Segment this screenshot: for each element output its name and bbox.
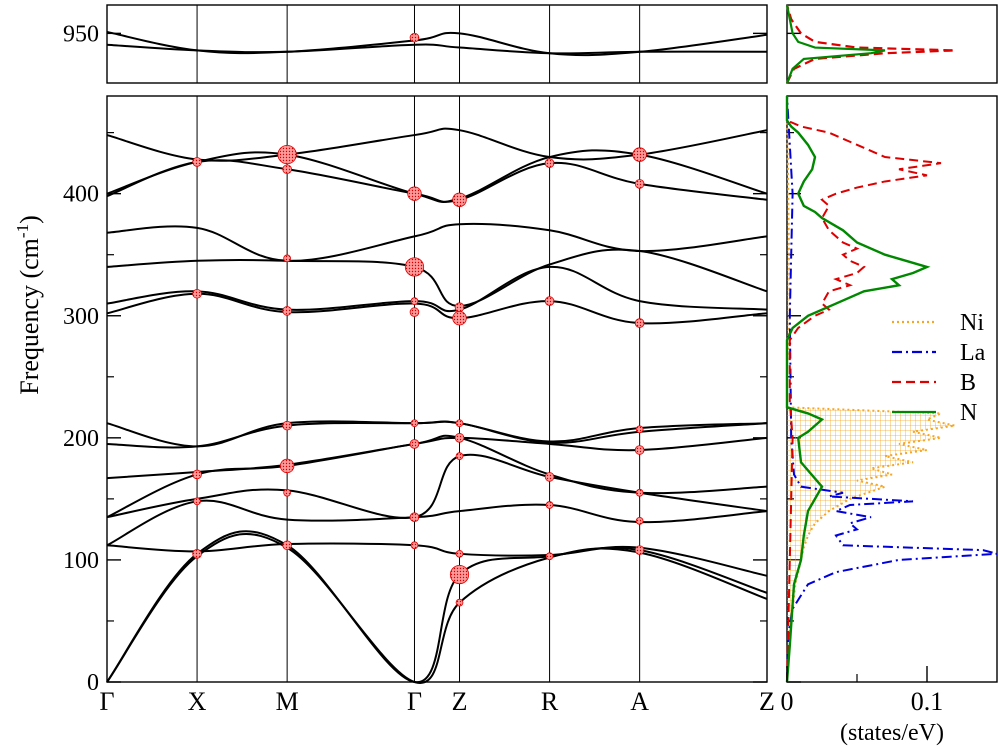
y-tick-label: 0 [87, 670, 99, 696]
legend-label-b: B [960, 370, 976, 396]
y-axis-label: Frequency (cm-1) [13, 215, 44, 395]
band-marker [545, 552, 554, 561]
band-markers [192, 32, 647, 607]
band-marker [409, 439, 420, 449]
dos-upper-line-b [785, 4, 956, 84]
band-marker [283, 488, 291, 497]
legend-label-ni: Ni [960, 310, 984, 336]
band-marker [283, 254, 291, 263]
band-marker [634, 179, 645, 189]
dos-line-b [786, 96, 942, 683]
band-marker [282, 164, 292, 175]
dos-x-tick-label: 0 [781, 687, 794, 716]
k-point-label: Z [759, 687, 775, 716]
band-line [106, 159, 768, 203]
dos-line-ni [786, 95, 956, 683]
lower-dispersion-frame [106, 95, 768, 683]
band-marker [455, 549, 464, 558]
y-tick-label: 300 [63, 304, 99, 330]
band-marker [410, 419, 419, 428]
high-symmetry-lines [196, 5, 641, 682]
band-marker [282, 540, 292, 551]
legend-label-la: La [960, 340, 986, 366]
band-marker [454, 433, 465, 443]
phonon-bands [106, 30, 768, 684]
band-line [106, 127, 768, 162]
k-point-label: Γ [407, 687, 422, 716]
band-marker [454, 302, 465, 313]
band-marker [279, 458, 295, 474]
band-marker [407, 186, 422, 201]
dos-x-axis-label: (states/eV) [840, 720, 944, 746]
band-marker [544, 296, 555, 306]
band-line [106, 530, 768, 684]
band-marker [409, 32, 420, 43]
band-marker [192, 469, 202, 480]
band-line [106, 292, 768, 325]
band-marker [635, 425, 644, 434]
band-marker [455, 452, 464, 460]
band-marker [404, 257, 425, 277]
band-marker [544, 472, 555, 482]
band-marker [409, 307, 420, 317]
legend: Ni La BN [892, 310, 986, 426]
band-marker [455, 419, 464, 428]
band-line [106, 436, 768, 480]
band-line [106, 222, 768, 262]
band-line [106, 149, 768, 203]
band-marker [192, 288, 202, 299]
k-point-label: R [541, 687, 559, 716]
band-line [106, 265, 768, 313]
band-marker [455, 598, 464, 607]
band-line [106, 499, 768, 547]
band-marker [452, 310, 467, 326]
k-point-label: Γ [99, 687, 114, 716]
k-point-label: M [276, 687, 299, 716]
k-point-label: X [188, 687, 207, 716]
band-marker [282, 306, 292, 316]
band-marker [192, 549, 202, 559]
dos-line-n [785, 96, 931, 683]
band-marker [634, 445, 645, 455]
y-tick-label: 950 [63, 21, 99, 47]
band-marker [545, 501, 554, 509]
upper-dos-frame [786, 4, 998, 84]
band-marker [410, 297, 419, 305]
band-marker [634, 318, 645, 328]
dos-ticks: 0 0.1 [781, 666, 944, 716]
band-line [106, 420, 768, 448]
band-marker [409, 512, 420, 522]
band-marker [193, 497, 201, 506]
band-line [106, 453, 768, 520]
band-marker [277, 145, 297, 165]
dos-upper-line-n [785, 4, 886, 84]
band-marker [410, 541, 419, 550]
k-point-label: A [630, 687, 649, 716]
y-tick-label: 200 [63, 426, 99, 452]
dos-line-la [786, 95, 998, 683]
band-marker [634, 545, 645, 555]
band-marker [635, 488, 644, 497]
upper-dispersion-frame [106, 4, 768, 84]
legend-label-n: N [960, 400, 977, 426]
band-marker [192, 157, 202, 167]
y-ticks: 0 100 200 300 400 950 [63, 21, 801, 696]
dos-x-tick-label: 0.1 [911, 687, 944, 716]
band-line [106, 248, 768, 307]
y-tick-label: 100 [63, 548, 99, 574]
dos-curves [785, 4, 998, 683]
band-marker [282, 420, 292, 431]
band-marker [452, 192, 467, 207]
y-tick-label: 400 [63, 182, 99, 208]
band-line-upper [106, 43, 768, 55]
band-marker [449, 564, 470, 585]
band-marker [632, 147, 647, 162]
band-marker [635, 517, 644, 525]
k-point-label: Z [452, 687, 468, 716]
band-marker [544, 158, 555, 168]
